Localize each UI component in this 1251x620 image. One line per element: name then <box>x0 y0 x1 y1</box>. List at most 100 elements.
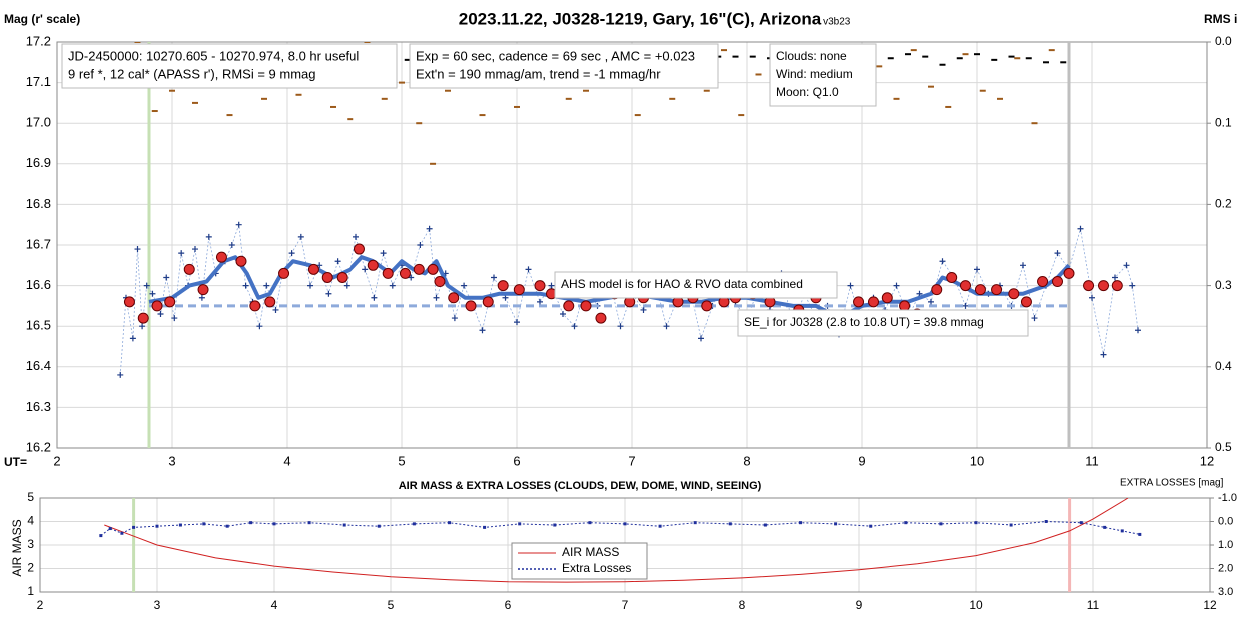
point <box>235 221 242 228</box>
point <box>939 258 946 265</box>
y-tick-label: 16.8 <box>26 196 51 211</box>
binned-point <box>123 296 135 308</box>
x-tick-label: 3 <box>154 598 161 612</box>
point <box>143 282 150 289</box>
binned-point <box>137 312 149 324</box>
loss-point <box>412 522 416 526</box>
point <box>139 323 146 330</box>
loss-point <box>448 521 451 525</box>
legend-label: AIR MASS <box>562 545 619 559</box>
plot-layer <box>99 498 1142 583</box>
binned-point <box>881 292 893 304</box>
point <box>1129 282 1136 289</box>
binned-point <box>235 255 247 267</box>
binned-point <box>497 280 509 292</box>
binned-point <box>960 280 971 292</box>
x-tick-label: 6 <box>513 453 520 468</box>
point <box>228 242 235 248</box>
loss-point <box>834 522 838 526</box>
binned-point <box>595 312 607 324</box>
loss-point <box>108 527 112 531</box>
x-tick-label: 8 <box>743 453 750 468</box>
binned-point <box>278 267 290 279</box>
y-tick-label: 16.5 <box>26 318 51 333</box>
annotation: AHS model is for HAO & RVO data combined <box>561 277 803 291</box>
x-tick-label: 7 <box>628 453 635 468</box>
binned-point <box>151 300 163 312</box>
loss-point <box>249 521 253 525</box>
point <box>1123 262 1130 269</box>
point <box>479 327 486 334</box>
point <box>272 306 279 313</box>
point <box>433 294 440 301</box>
point <box>962 302 969 309</box>
y2-axis-label: EXTRA LOSSES [mag] <box>1120 478 1224 489</box>
x-tick-label: 7 <box>622 598 629 612</box>
binned-point <box>1098 280 1109 292</box>
annotation: Ext'n = 190 mmag/am, trend = -1 mmag/hr <box>416 66 661 81</box>
x-tick-label: 4 <box>271 598 278 612</box>
loss-point <box>377 524 381 528</box>
y-tick-label: 16.4 <box>26 358 51 373</box>
point <box>426 225 433 232</box>
point <box>1020 262 1026 269</box>
binned-point <box>367 259 379 271</box>
point <box>371 294 378 301</box>
point <box>334 258 341 265</box>
point <box>307 282 313 289</box>
point <box>192 246 198 253</box>
point <box>353 233 359 240</box>
point <box>461 282 468 289</box>
point <box>640 306 647 313</box>
x-tick-label: 6 <box>505 598 512 612</box>
series-line <box>104 498 1129 583</box>
point <box>263 282 270 289</box>
y-tick-label: 17.1 <box>26 74 51 89</box>
loss-point <box>99 534 103 538</box>
binned-point <box>991 284 1003 296</box>
loss-point <box>272 522 276 526</box>
loss-point <box>763 523 767 527</box>
point <box>974 266 980 273</box>
y-tick-label: 16.3 <box>26 399 51 414</box>
binned-point <box>382 267 394 279</box>
binned-point <box>513 284 525 296</box>
y-tick-label: 16.2 <box>26 439 51 454</box>
point <box>928 298 934 305</box>
loss-point <box>1120 529 1124 533</box>
loss-point <box>939 522 943 526</box>
x-tick-label: 9 <box>858 453 865 468</box>
point <box>134 246 141 253</box>
x-tick-label: 12 <box>1200 453 1214 468</box>
annotation: Moon: Q1.0 <box>776 85 839 99</box>
point <box>1100 351 1107 358</box>
point <box>242 282 249 289</box>
x-tick-label: 8 <box>739 598 746 612</box>
annotation: JD-2450000: 10270.605 - 10270.974, 8.0 h… <box>68 48 359 63</box>
loss-point <box>1009 523 1013 527</box>
binned-point <box>701 300 713 312</box>
binned-point <box>1052 276 1063 288</box>
loss-point <box>623 522 627 526</box>
point <box>198 294 205 301</box>
binned-point <box>427 263 439 275</box>
y-axis-label: Mag (r' scale) <box>4 12 80 26</box>
y2-tick-label: 0.4 <box>1215 359 1232 373</box>
point <box>451 315 458 322</box>
binned-point <box>1037 276 1049 288</box>
plot-area <box>56 41 1208 449</box>
loss-point <box>202 522 206 526</box>
binned-point <box>974 284 986 296</box>
y2-tick-label: 0.0 <box>1215 34 1232 48</box>
y2-tick-label: 0.1 <box>1215 115 1232 129</box>
point <box>491 274 497 281</box>
plot-area <box>39 497 1211 593</box>
point <box>514 319 520 326</box>
y2-tick-label: 0.0 <box>1218 515 1233 527</box>
y2-tick-label: 3.0 <box>1218 586 1233 598</box>
annotation: 9 ref *, 12 cal* (APASS r'), RMSi = 9 mm… <box>68 66 316 81</box>
binned-point <box>321 271 333 283</box>
point <box>1054 250 1061 257</box>
loss-point <box>799 521 802 525</box>
point <box>698 335 704 342</box>
